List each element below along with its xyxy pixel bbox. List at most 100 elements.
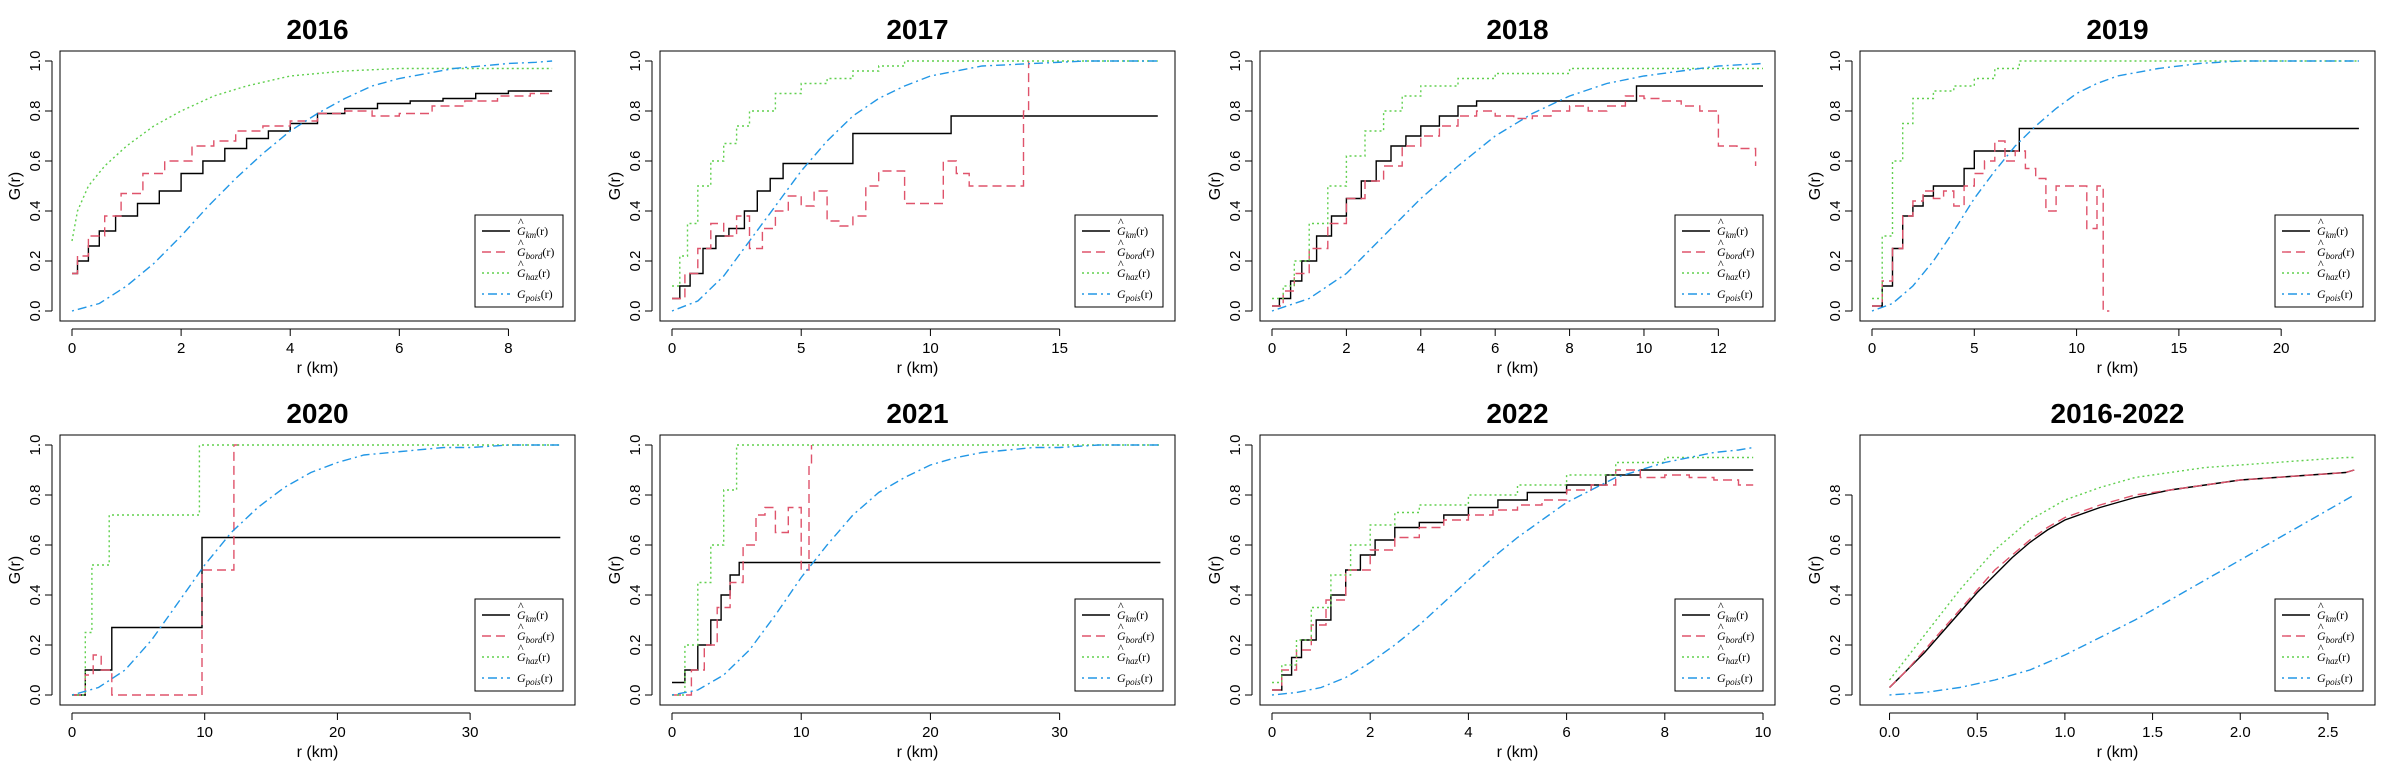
y-tick-label: 0.4 bbox=[1227, 201, 1244, 222]
y-tick-label: 0.2 bbox=[627, 251, 644, 272]
legend-hat: ^ bbox=[1118, 641, 1124, 655]
x-axis-label: r (km) bbox=[897, 744, 939, 761]
legend-label: Gbord(r) bbox=[1717, 629, 1754, 645]
y-tick-label: 0.0 bbox=[1827, 685, 1844, 706]
legend-hat: ^ bbox=[518, 641, 524, 655]
legend-label: Gkm(r) bbox=[1717, 224, 1748, 240]
chart-title: 2021 bbox=[886, 398, 948, 429]
y-tick-label: 0.4 bbox=[1227, 585, 1244, 606]
x-tick-label: 4 bbox=[1417, 340, 1425, 357]
series-line-4 bbox=[1271, 446, 1754, 696]
x-tick-label: 12 bbox=[1710, 340, 1727, 357]
plot-frame bbox=[1259, 50, 1776, 322]
legend-hat: ^ bbox=[518, 215, 524, 229]
x-tick-label: 10 bbox=[793, 724, 810, 741]
x-tick-label: 10 bbox=[2068, 340, 2085, 357]
legend-label: Gpois(r) bbox=[2317, 287, 2353, 303]
y-tick-label: 0.2 bbox=[1827, 635, 1844, 656]
series-line-3 bbox=[1272, 67, 1763, 300]
y-tick-label: 0.4 bbox=[1827, 585, 1844, 606]
legend-label: Gbord(r) bbox=[517, 629, 554, 645]
legend-hat: ^ bbox=[2318, 620, 2324, 634]
x-tick-label: 0 bbox=[1268, 340, 1276, 357]
chart-panel-2018: 2018 0 2 4 6 8 10 12 r (km) 0.0 0.2 0.4 0.6 0.8 1.0 G(r… bbox=[1207, 14, 1776, 377]
legend-label: Ghaz(r) bbox=[1717, 650, 1750, 666]
x-tick-label: 10 bbox=[1755, 724, 1772, 741]
y-tick-label: 0.6 bbox=[1827, 151, 1844, 172]
chart-title: 2022 bbox=[1486, 398, 1548, 429]
plot-frame bbox=[59, 434, 576, 706]
legend: Gkm(r)^Gbord(r)^Ghaz(r)^Gpois(r) bbox=[474, 214, 564, 308]
series-line-2 bbox=[1272, 469, 1754, 691]
chart-panel-2020: 2020 0 10 20 30 r (km) 0.0 0.2 0.4 0.6 0.8 1.0 G(r) G… bbox=[7, 398, 576, 761]
series-line-4 bbox=[671, 60, 1158, 312]
x-tick-label: 15 bbox=[2171, 340, 2188, 357]
legend-hat: ^ bbox=[1118, 620, 1124, 634]
x-tick-label: 20 bbox=[2273, 340, 2290, 357]
legend-label: Gpois(r) bbox=[2317, 671, 2353, 687]
series-line-4 bbox=[1889, 494, 2355, 696]
x-tick-label: 4 bbox=[286, 340, 294, 357]
y-tick-label: 1.0 bbox=[627, 435, 644, 456]
x-tick-label: 30 bbox=[1051, 724, 1068, 741]
x-tick-label: 20 bbox=[329, 724, 346, 741]
series-line-4 bbox=[671, 444, 1161, 696]
series-line-2 bbox=[72, 92, 553, 275]
legend-label: Gbord(r) bbox=[1117, 629, 1154, 645]
y-tick-label: 0.4 bbox=[627, 201, 644, 222]
legend-label: Gbord(r) bbox=[517, 245, 554, 261]
series-line-1 bbox=[672, 561, 1161, 684]
series-line-2 bbox=[1889, 469, 2355, 688]
legend-hat: ^ bbox=[518, 236, 524, 250]
legend-hat: ^ bbox=[1718, 257, 1724, 271]
x-tick-label: 2 bbox=[1342, 340, 1350, 357]
x-tick-label: 0.5 bbox=[1967, 724, 1988, 741]
legend-hat: ^ bbox=[1718, 641, 1724, 655]
y-axis-label: G(r) bbox=[1207, 172, 1224, 200]
x-tick-label: 1.0 bbox=[2054, 724, 2075, 741]
y-tick-label: 0.8 bbox=[1227, 485, 1244, 506]
x-tick-label: 10 bbox=[196, 724, 213, 741]
plot-frame bbox=[659, 50, 1176, 322]
y-tick-label: 0.6 bbox=[27, 535, 44, 556]
legend-label: Gpois(r) bbox=[1117, 671, 1153, 687]
x-tick-label: 0 bbox=[68, 340, 76, 357]
legend-label: Gbord(r) bbox=[1717, 245, 1754, 261]
y-tick-label: 0.8 bbox=[1227, 101, 1244, 122]
legend-label: Gkm(r) bbox=[2317, 608, 2348, 624]
legend: Gkm(r)^Gbord(r)^Ghaz(r)^Gpois(r) bbox=[2274, 598, 2364, 692]
x-tick-label: 30 bbox=[462, 724, 479, 741]
legend-label: Gkm(r) bbox=[1117, 608, 1148, 624]
plot-frame bbox=[1859, 50, 2376, 322]
series-line-3 bbox=[71, 67, 553, 242]
y-axis-label: G(r) bbox=[7, 172, 24, 200]
legend-label: Gbord(r) bbox=[2317, 245, 2354, 261]
y-tick-label: 0.0 bbox=[627, 301, 644, 322]
legend-label: Ghaz(r) bbox=[1117, 266, 1150, 282]
legend-label: Gbord(r) bbox=[2317, 629, 2354, 645]
chart-title: 2018 bbox=[1486, 14, 1548, 45]
x-tick-label: 6 bbox=[395, 340, 403, 357]
x-axis-label: r (km) bbox=[2097, 360, 2139, 377]
legend-label: Gpois(r) bbox=[517, 287, 553, 303]
y-tick-label: 0.8 bbox=[27, 101, 44, 122]
y-tick-label: 0.8 bbox=[627, 101, 644, 122]
legend-hat: ^ bbox=[1718, 215, 1724, 229]
y-tick-label: 0.2 bbox=[1227, 635, 1244, 656]
chart-title: 2019 bbox=[2086, 14, 2148, 45]
legend-hat: ^ bbox=[2318, 215, 2324, 229]
legend-hat: ^ bbox=[2318, 599, 2324, 613]
chart-panel-2022: 2022 0 2 4 6 8 10 r (km) 0.0 0.2 0.4 0.6 0.8 1.0 G(r) G… bbox=[1207, 398, 1776, 761]
x-tick-label: 6 bbox=[1562, 724, 1570, 741]
x-tick-label: 8 bbox=[1565, 340, 1573, 357]
x-tick-label: 2.0 bbox=[2230, 724, 2251, 741]
x-tick-label: 5 bbox=[797, 340, 805, 357]
y-axis-label: G(r) bbox=[607, 172, 624, 200]
legend-label: Gkm(r) bbox=[1117, 224, 1148, 240]
legend-label: Gpois(r) bbox=[1717, 287, 1753, 303]
legend-hat: ^ bbox=[1718, 599, 1724, 613]
legend: Gkm(r)^Gbord(r)^Ghaz(r)^Gpois(r) bbox=[474, 598, 564, 692]
x-tick-label: 8 bbox=[504, 340, 512, 357]
x-axis-label: r (km) bbox=[2097, 744, 2139, 761]
y-tick-label: 0.6 bbox=[27, 151, 44, 172]
